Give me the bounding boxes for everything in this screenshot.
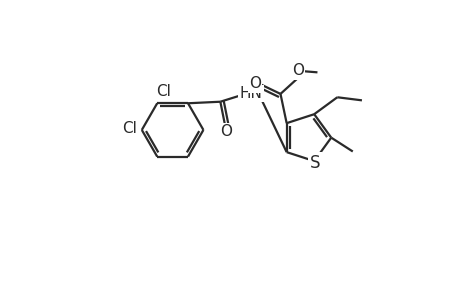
Text: Cl: Cl bbox=[156, 84, 170, 99]
Text: O: O bbox=[248, 76, 261, 92]
Text: O: O bbox=[220, 124, 232, 139]
Text: O: O bbox=[291, 63, 303, 78]
Text: Cl: Cl bbox=[122, 121, 137, 136]
Text: S: S bbox=[309, 154, 319, 172]
Text: HN: HN bbox=[239, 86, 262, 101]
